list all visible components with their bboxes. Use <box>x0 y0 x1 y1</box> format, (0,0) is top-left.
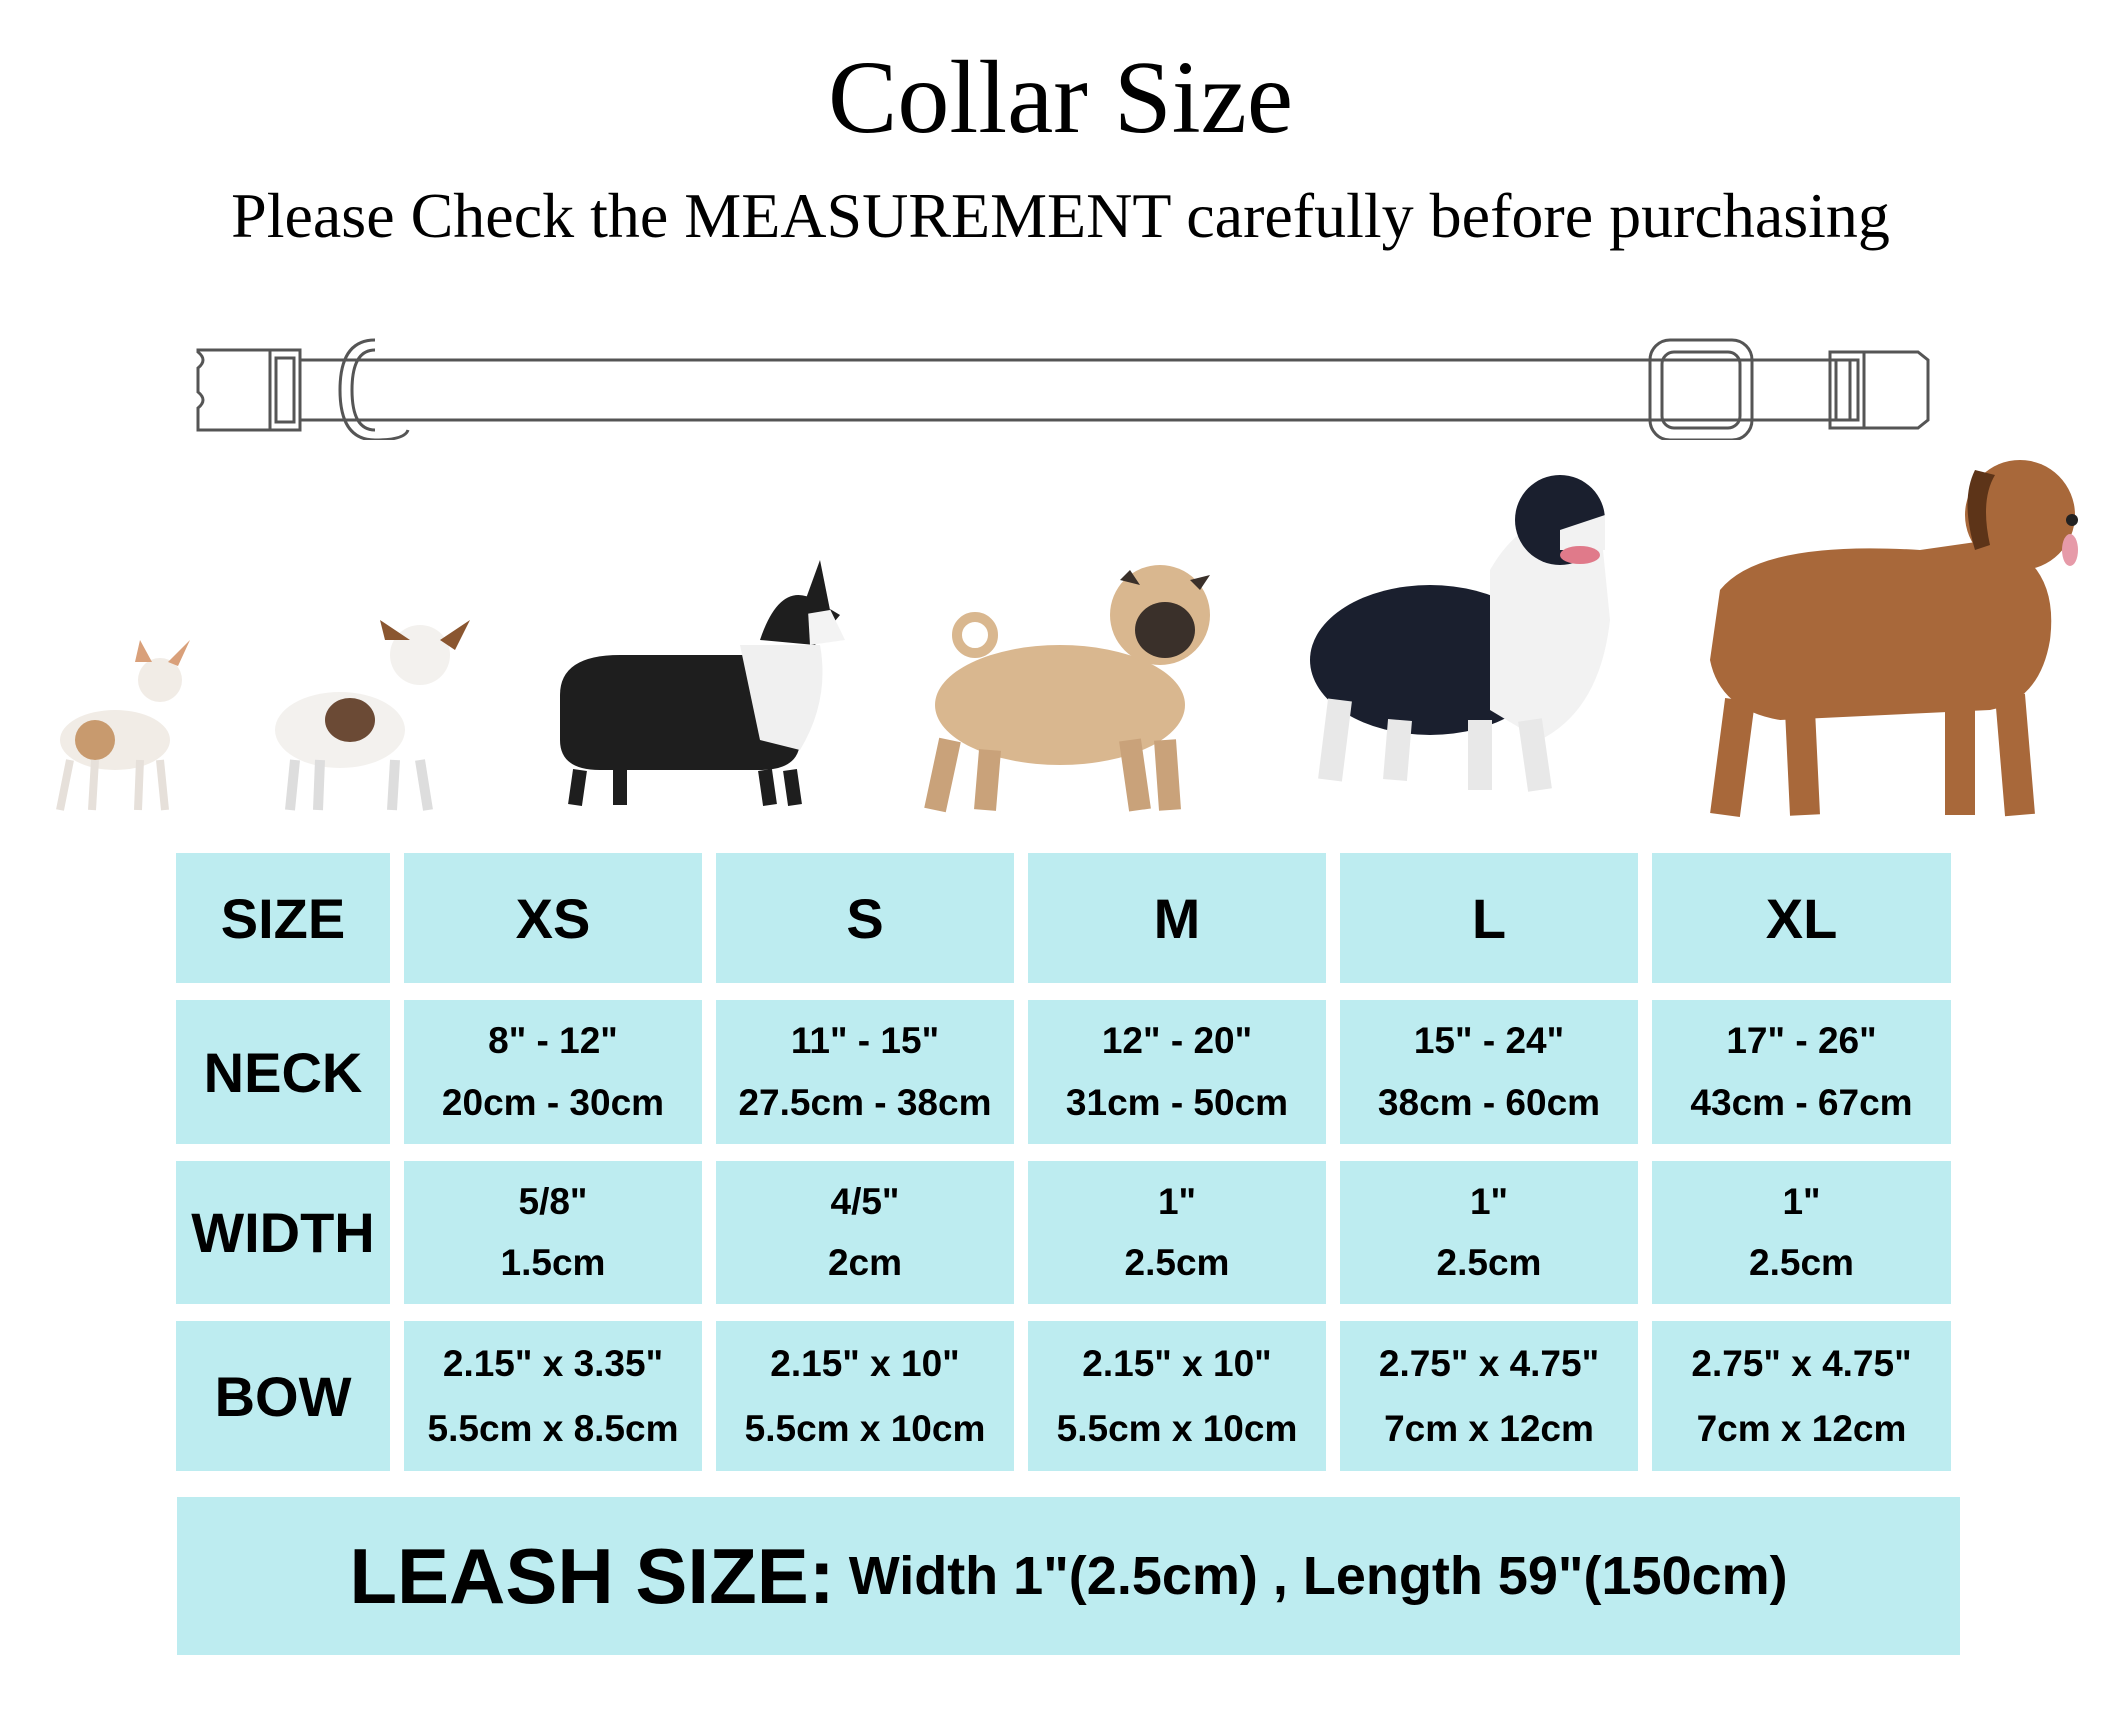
value-inches: 1" <box>1782 1180 1821 1222</box>
size-header-s: S <box>716 853 1014 983</box>
value-cm: 20cm - 30cm <box>441 1082 665 1123</box>
collar-diagram <box>196 338 1930 440</box>
value-cm: 1.5cm <box>500 1242 606 1284</box>
row-label-neck: NECK <box>176 1000 390 1144</box>
value-inches: 17" - 26" <box>1726 1020 1877 1061</box>
value-cm: 2.5cm <box>1749 1242 1854 1284</box>
value-cm: 7cm x 12cm <box>1384 1407 1594 1449</box>
page-title: Collar Size <box>827 40 1293 155</box>
value-inches: 8" - 12" <box>488 1020 618 1061</box>
size-header-xs: XS <box>404 853 702 983</box>
row-label-bow: BOW <box>176 1321 390 1471</box>
bow-cell: 2.75" x 4.75" 7cm x 12cm <box>1652 1321 1951 1471</box>
value-cm: 7cm x 12cm <box>1696 1407 1907 1449</box>
value-inches: 1" <box>1469 1180 1509 1222</box>
value-cm: 5.5cm x 10cm <box>744 1407 986 1449</box>
value-inches: 2.15" x 10" <box>770 1342 960 1384</box>
neck-cell: 11" - 15" 27.5cm - 38cm <box>716 1000 1014 1144</box>
value-inches: 2.15" x 3.35" <box>442 1342 664 1384</box>
width-cell: 1" 2.5cm <box>1652 1161 1951 1304</box>
width-cell: 1" 2.5cm <box>1340 1161 1638 1304</box>
neck-cell: 15" - 24" 38cm - 60cm <box>1340 1000 1638 1144</box>
value-inches: 2.75" x 4.75" <box>1691 1342 1912 1384</box>
bow-cell: 2.15" x 10" 5.5cm x 10cm <box>1028 1321 1326 1471</box>
value-inches: 5/8" <box>518 1180 588 1222</box>
value-inches: 4/5" <box>830 1180 900 1222</box>
value-cm: 2cm <box>827 1242 903 1284</box>
size-header-l: L <box>1340 853 1638 983</box>
value-inches: 15" - 24" <box>1413 1020 1565 1061</box>
value-inches: 2.15" x 10" <box>1082 1342 1272 1384</box>
width-cell: 4/5" 2cm <box>716 1161 1014 1304</box>
value-inches: 12" - 20" <box>1101 1020 1253 1061</box>
briard-icon <box>1710 460 2078 817</box>
value-cm: 43cm - 67cm <box>1690 1082 1913 1123</box>
width-cell: 1" 2.5cm <box>1028 1161 1326 1304</box>
leash-details: Width 1"(2.5cm) , Length 59"(150cm) <box>848 1546 1788 1606</box>
bow-cell: 2.15" x 3.35" 5.5cm x 8.5cm <box>404 1321 702 1471</box>
page-subtitle: Please Check the MEASUREMENT carefully b… <box>231 180 1890 251</box>
value-cm: 31cm - 50cm <box>1065 1082 1289 1123</box>
size-header-m: M <box>1028 853 1326 983</box>
neck-cell: 8" - 12" 20cm - 30cm <box>404 1000 702 1144</box>
value-inches: 2.75" x 4.75" <box>1378 1342 1600 1384</box>
width-cell: 5/8" 1.5cm <box>404 1161 702 1304</box>
dog-illustrations <box>56 460 2078 817</box>
pug-icon <box>924 565 1210 813</box>
value-cm: 5.5cm x 8.5cm <box>427 1407 679 1449</box>
value-inches: 11" - 15" <box>790 1020 940 1061</box>
size-table: SIZE XS S M L XL NECK 8" - 12" 20cm - 30c… <box>176 853 1956 1471</box>
bow-cell: 2.15" x 10" 5.5cm x 10cm <box>716 1321 1014 1471</box>
value-cm: 38cm - 60cm <box>1377 1082 1601 1123</box>
value-inches: 1" <box>1157 1180 1197 1222</box>
leash-size-banner: LEASH SIZE: Width 1"(2.5cm) , Length 59"… <box>177 1497 1960 1655</box>
size-header-label: SIZE <box>176 853 390 983</box>
neck-cell: 17" - 26" 43cm - 67cm <box>1652 1000 1951 1144</box>
corgi-icon <box>560 560 845 806</box>
leash-label: LEASH SIZE: <box>349 1531 835 1620</box>
value-cm: 5.5cm x 10cm <box>1056 1407 1298 1449</box>
size-header-xl: XL <box>1652 853 1951 983</box>
australian-shepherd-icon <box>1310 475 1610 792</box>
papillon-icon <box>275 620 470 811</box>
chihuahua-icon <box>56 640 190 811</box>
neck-cell: 12" - 20" 31cm - 50cm <box>1028 1000 1326 1144</box>
row-label-width: WIDTH <box>176 1161 390 1304</box>
value-cm: 2.5cm <box>1124 1242 1230 1284</box>
bow-cell: 2.75" x 4.75" 7cm x 12cm <box>1340 1321 1638 1471</box>
value-cm: 27.5cm - 38cm <box>738 1082 992 1123</box>
value-cm: 2.5cm <box>1436 1242 1542 1284</box>
